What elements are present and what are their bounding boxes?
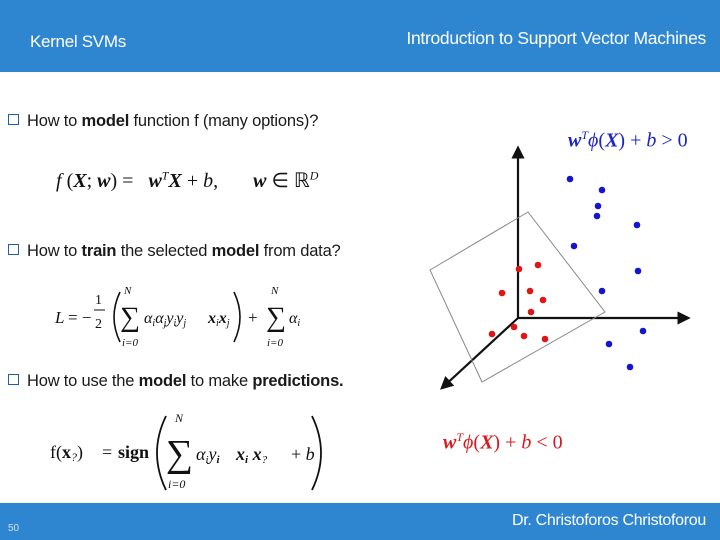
bullet-text: function f (many options)? xyxy=(129,112,319,130)
svg-text:= −: = − xyxy=(68,308,91,327)
bullet-train: How to train the selected model from dat… xyxy=(8,242,341,261)
bullet-text: the selected xyxy=(116,242,212,260)
footer-bar: 50 Dr. Christoforos Christoforou xyxy=(0,503,720,540)
bullet-bold: model xyxy=(211,242,260,260)
bullet-bold: train xyxy=(81,242,117,260)
hyperplane xyxy=(429,211,606,383)
svg-text:=: = xyxy=(102,442,112,462)
bullet-predict: How to use the model to make predictions… xyxy=(8,372,344,391)
svg-text:L: L xyxy=(54,308,64,327)
svg-text:i=0: i=0 xyxy=(122,337,138,349)
svg-text:i=0: i=0 xyxy=(168,477,185,491)
bullet-text: from data? xyxy=(259,242,341,260)
svg-text:i=0: i=0 xyxy=(267,337,283,349)
svg-text:∑: ∑ xyxy=(266,302,286,333)
author-name: Dr. Christoforos Christoforou xyxy=(511,512,706,529)
z-axis xyxy=(440,317,519,390)
bullet-bold: predictions. xyxy=(252,372,344,390)
bullet-text: to make xyxy=(186,372,253,390)
svm-diagram xyxy=(429,145,691,390)
svg-text:+ b: + b xyxy=(291,444,315,464)
svg-text:xixj: xixj xyxy=(207,310,230,329)
bullet-text: How to xyxy=(27,242,82,260)
svg-text:f(x?): f(x?) xyxy=(50,442,83,464)
model-equation: f (X; w) = wTX + b, w ∈ ℝD xyxy=(56,168,319,192)
svg-text:∑: ∑ xyxy=(166,433,193,475)
bullet-text: How to use the xyxy=(27,372,139,390)
svg-text:N: N xyxy=(174,411,184,425)
bullet-bold: model xyxy=(138,372,187,390)
svg-text:+: + xyxy=(248,308,258,327)
checkbox-bullet-icon xyxy=(8,244,19,255)
svg-text:N: N xyxy=(123,285,132,297)
svg-text:xi x?: xi x? xyxy=(235,444,268,466)
svg-text:2: 2 xyxy=(95,317,102,332)
negative-points xyxy=(488,261,549,343)
negative-region-label: wTϕ(X) + b < 0 xyxy=(443,430,563,454)
predict-equation: f(x?) = sign N ∑ i=0 αiyi xi x? + b xyxy=(50,411,322,491)
svg-text:1: 1 xyxy=(95,293,102,308)
svg-text:sign: sign xyxy=(118,442,149,462)
checkbox-bullet-icon xyxy=(8,374,19,385)
slide-title: Introduction to Support Vector Machines xyxy=(406,28,706,48)
section-title: Kernel SVMs xyxy=(30,32,126,51)
bullet-text: How to xyxy=(27,112,82,130)
bullet-model: How to model function f (many options)? xyxy=(8,112,318,131)
svg-text:N: N xyxy=(270,285,279,297)
svg-text:αi: αi xyxy=(289,310,300,329)
checkbox-bullet-icon xyxy=(8,114,19,125)
train-equation: L = − 1 2 N ∑ i=0 αiαjyiyj xixj + N ∑ i=… xyxy=(54,285,300,349)
svg-text:αiαjyiyj: αiαjyiyj xyxy=(144,310,186,329)
svg-text:∑: ∑ xyxy=(120,302,140,333)
bullet-bold: model xyxy=(81,112,130,130)
page-number: 50 xyxy=(8,523,20,534)
positive-points xyxy=(566,175,647,371)
svg-text:αiyi: αiyi xyxy=(196,444,221,466)
header-bar: Kernel SVMs Introduction to Support Vect… xyxy=(0,0,720,72)
positive-region-label: wTϕ(X) + b > 0 xyxy=(568,128,688,152)
